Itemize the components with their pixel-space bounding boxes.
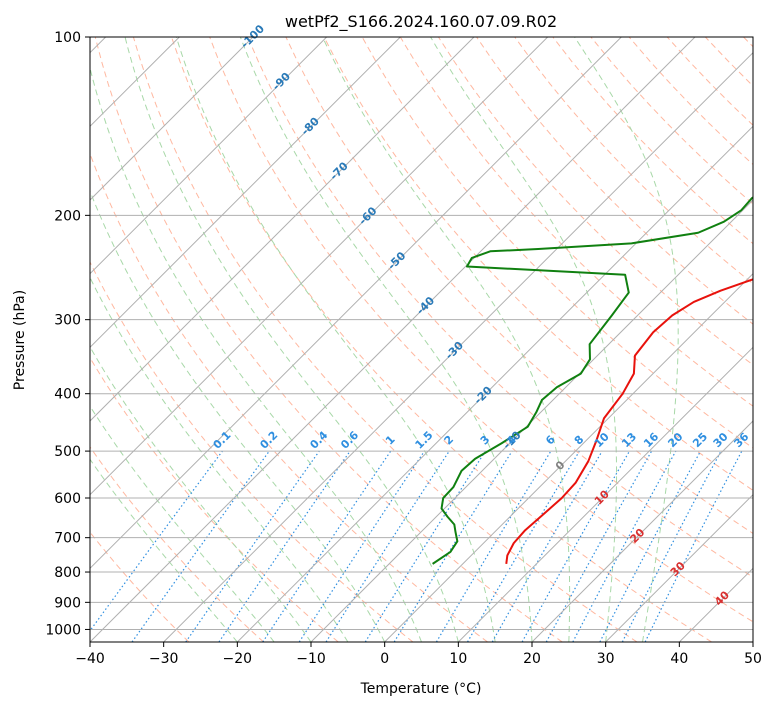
- axis-ticks: −40 −30 −20 −10 0 10 20 30 40 50 100 200 300 400 500 60…: [45, 30, 762, 667]
- plot-frame: [89, 36, 754, 643]
- dry-adiabat-line: [90, 260, 414, 642]
- isotherm-line: [384, 272, 753, 642]
- background-lines: [90, 37, 753, 642]
- moist-adiabat-line: [175, 37, 496, 642]
- mixing-ratio-line: [90, 450, 223, 632]
- x-tick-label: −10: [296, 651, 326, 667]
- y-tick-label: 100: [54, 30, 81, 46]
- pressure-grid: [90, 37, 753, 630]
- isotherm-line: [163, 51, 753, 642]
- mixing-ratio-line: [393, 450, 513, 642]
- dry-adiabat-line: [247, 37, 753, 578]
- dry-adiabat-line: [285, 37, 753, 535]
- y-tick-label: 200: [54, 208, 81, 224]
- x-tick-label: 0: [380, 651, 389, 667]
- x-tick-label: 10: [449, 651, 467, 667]
- mixing-ratio-line: [325, 450, 450, 642]
- mixing-ratio-line: [545, 450, 653, 642]
- mixing-ratio-line: [298, 450, 425, 642]
- mixing-ratio-line: [185, 450, 320, 642]
- mixing-ratio-line: [521, 450, 631, 642]
- dry-adiabat-line: [209, 37, 753, 623]
- moist-adiabat-line: [90, 189, 386, 642]
- moist-adiabat-line: [574, 37, 679, 642]
- isotherm-line: [531, 420, 753, 642]
- x-tick-label: 50: [744, 651, 762, 667]
- profile-lines: [432, 196, 753, 565]
- dry-adiabat-line: [132, 37, 638, 642]
- isotherm-line: [90, 37, 475, 422]
- isotherm-line: [457, 346, 753, 642]
- x-tick-label: −20: [223, 651, 253, 667]
- isotherm-line: [90, 37, 696, 642]
- temperature-line: [505, 278, 753, 564]
- dry-adiabat-line: [476, 37, 753, 325]
- dry-adiabat-line: [171, 37, 713, 642]
- y-tick-label: 700: [54, 531, 81, 547]
- isotherm-line: [90, 37, 622, 570]
- moist-adiabat-line: [90, 458, 238, 642]
- moist-adiabat-line: [322, 37, 571, 642]
- mixing-ratio-line: [262, 450, 392, 642]
- moist-adiabat-line: [90, 405, 275, 642]
- dry-adiabat-line: [323, 37, 753, 491]
- moist-adiabat-line: [239, 37, 533, 642]
- mixing-ratio-line: [572, 450, 677, 642]
- x-tick-label: 20: [523, 651, 541, 667]
- moist-adiabat-line: [90, 276, 349, 642]
- y-tick-label: 800: [54, 565, 81, 581]
- y-tick-label: 600: [54, 491, 81, 507]
- isotherm-line: [90, 37, 254, 201]
- y-tick-label: 900: [54, 595, 81, 611]
- isotherm-line: [310, 199, 753, 642]
- dry-adiabat-line: [94, 37, 563, 642]
- y-tick-label: 300: [54, 313, 81, 329]
- y-tick-label: 400: [54, 387, 81, 403]
- y-tick-label: 500: [54, 444, 81, 460]
- x-tick-label: 40: [670, 651, 688, 667]
- isotherm-line: [605, 493, 753, 642]
- mixing-ratio-line: [218, 450, 351, 642]
- y-axis-label: Pressure (hPa): [12, 290, 28, 390]
- isotherm-line: [90, 37, 401, 349]
- dry-adiabat-line: [90, 446, 264, 642]
- x-axis-label: Temperature (°C): [360, 681, 482, 697]
- moist-adiabat-line: [124, 37, 459, 642]
- x-tick-label: −40: [75, 651, 105, 667]
- isotherm-line: [90, 37, 328, 275]
- mixing-ratio-line: [131, 450, 270, 642]
- chart-title: wetPf2_S166.2024.160.07.09.R02: [285, 12, 557, 32]
- mixing-ratio-line: [644, 450, 743, 642]
- x-tick-label: 30: [597, 651, 615, 667]
- moist-adiabat-line: [90, 66, 422, 642]
- moist-adiabat-line: [430, 37, 618, 642]
- dry-adiabat-line: [90, 356, 339, 642]
- isotherm-line: [90, 37, 549, 496]
- isotherm-line: [236, 125, 753, 642]
- y-tick-label: 1000: [45, 622, 81, 638]
- dewpoint-line: [432, 196, 753, 565]
- x-tick-label: −30: [149, 651, 179, 667]
